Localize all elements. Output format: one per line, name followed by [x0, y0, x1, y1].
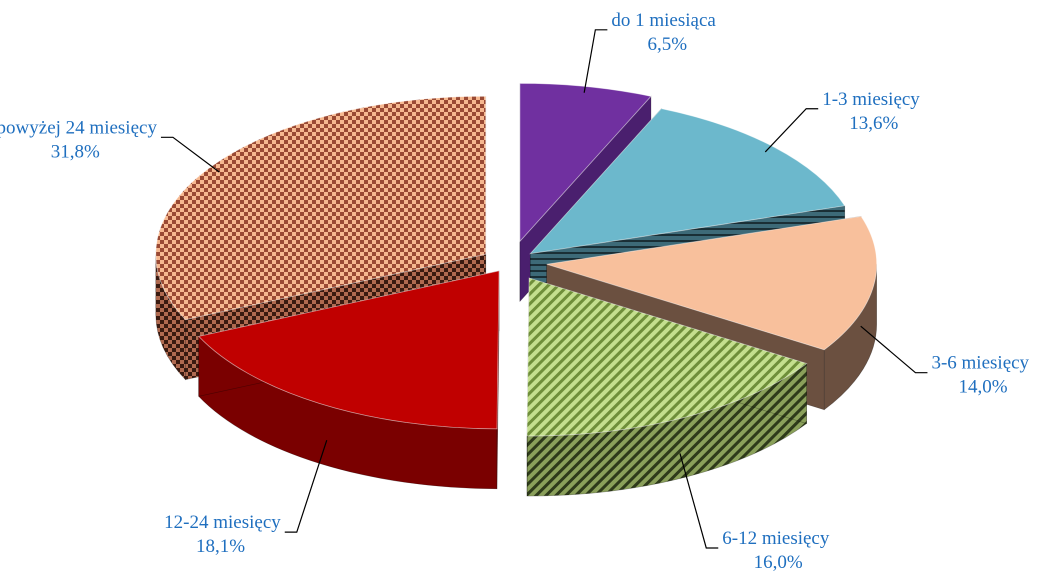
slice-label: 3-6 miesięcy: [931, 353, 1029, 374]
slice-value-label: 14,0%: [959, 377, 1008, 398]
slice-value-label: 31,8%: [51, 141, 100, 162]
labels-layer: do 1 miesiąca 6,5% 1-3 miesięcy 13,6% 3-6 mi…: [0, 10, 1030, 573]
leader-line: [583, 29, 608, 93]
pie-slice-top: [546, 215, 878, 351]
slice-label: powyżej 24 miesięcy: [0, 117, 157, 138]
leader-line: [679, 453, 719, 549]
pie-slice-top: [529, 108, 846, 255]
slice-label: do 1 miesiąca: [611, 10, 716, 31]
slice-label: 12-24 miesięcy: [164, 512, 281, 533]
pie-slice-top: [197, 270, 500, 430]
slice-label: 6-12 miesięcy: [722, 528, 830, 549]
slice-value-label: 6,5%: [647, 34, 687, 55]
leader-line: [284, 439, 328, 533]
pie-slice-top: [526, 277, 808, 437]
pie-slice: [197, 270, 500, 490]
slice-value-label: 16,0%: [754, 552, 803, 573]
slice-value-label: 13,6%: [849, 113, 898, 134]
slice-label: 1-3 miesięcy: [822, 89, 920, 110]
slices-layer: [155, 82, 878, 497]
leader-line: [764, 108, 819, 153]
pie-slice-top: [519, 82, 652, 243]
leader-lines: [160, 29, 928, 549]
pie-slice-top: [155, 95, 487, 321]
leader-line: [860, 325, 928, 374]
leader-line: [160, 136, 220, 173]
pie-slice: [526, 277, 808, 497]
slice-value-label: 18,1%: [196, 536, 245, 557]
